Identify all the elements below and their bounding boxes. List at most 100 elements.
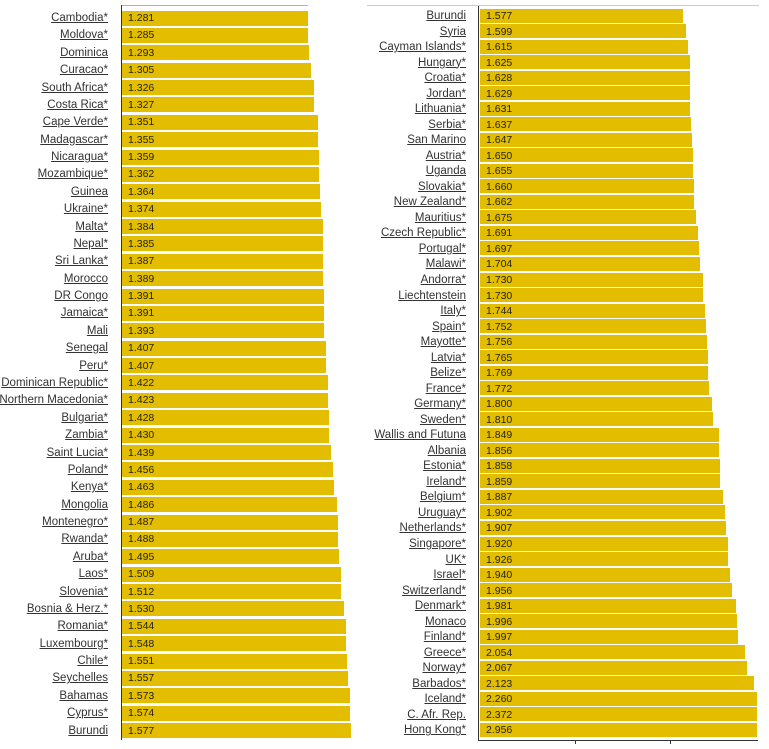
category-label[interactable]: Sri Lanka* [54,255,108,268]
category-label[interactable]: Mali [86,324,108,337]
category-label[interactable]: C. Afr. Rep. [407,708,466,721]
category-label[interactable]: Sweden* [419,413,466,426]
category-label[interactable]: New Zealand* [393,196,466,209]
category-label[interactable]: Jamaica* [60,307,108,320]
category-label[interactable]: Hungary* [418,56,466,69]
category-label[interactable]: Czech Republic* [380,227,466,240]
category-label[interactable]: DR Congo [54,290,108,303]
category-label[interactable]: Lithuania* [414,103,466,116]
category-label[interactable]: Norway* [422,662,466,675]
category-label[interactable]: Croatia* [424,72,466,85]
value-label: 1.772 [486,382,513,395]
category-label[interactable]: Senegal [65,342,108,355]
category-label[interactable]: Chile* [77,655,108,668]
category-label[interactable]: Kenya* [70,481,108,494]
category-label[interactable]: Wallis and Futuna [374,429,466,442]
category-label[interactable]: Cambodia* [51,12,108,24]
category-label[interactable]: Switzerland* [402,584,466,597]
category-label[interactable]: Singapore* [409,538,466,551]
category-label[interactable]: Curacao* [60,64,108,77]
category-label[interactable]: Mozambique* [37,168,108,181]
category-label[interactable]: Mayotte* [420,336,466,349]
category-label[interactable]: Saint Lucia* [46,446,108,459]
category-label[interactable]: Bulgaria* [61,411,108,424]
category-label[interactable]: Moldova* [60,29,108,42]
category-label[interactable]: Zambia* [65,429,108,442]
right-y-axis-line [478,6,479,740]
category-label[interactable]: Montenegro* [42,516,108,529]
category-label[interactable]: Northern Macedonia* [0,394,108,407]
category-label[interactable]: Dominica [60,46,108,59]
category-label[interactable]: Cayman Islands* [379,41,466,54]
category-label[interactable]: Belgium* [419,491,466,504]
category-label[interactable]: Italy* [440,305,466,318]
category-label[interactable]: Syria [439,25,466,38]
category-label[interactable]: Bahamas [59,689,108,702]
bar [122,497,338,513]
bar [122,201,322,217]
value-label: 1.486 [128,498,155,511]
category-label[interactable]: UK* [445,553,466,566]
category-label[interactable]: Finland* [423,631,466,644]
category-label[interactable]: Aruba* [72,550,108,563]
category-label[interactable]: Estonia* [423,460,466,473]
category-label[interactable]: Luxembourg* [39,637,108,650]
category-label[interactable]: Burundi [426,10,466,22]
category-label[interactable]: Belize* [430,367,466,380]
category-label[interactable]: Ireland* [426,475,466,488]
category-label[interactable]: Denmark* [414,600,466,613]
category-label[interactable]: Cape Verde* [42,116,108,129]
category-label[interactable]: Laos* [78,568,108,581]
category-label[interactable]: Cyprus* [67,707,108,720]
category-label[interactable]: Uruguay* [418,506,466,519]
category-label[interactable]: Spain* [432,320,466,333]
category-label[interactable]: Madagascar* [40,133,108,146]
category-label[interactable]: Barbados* [412,677,466,690]
category-label[interactable]: Guinea [70,185,108,198]
category-label[interactable]: San Marino [407,134,466,147]
category-label[interactable]: Liechtenstein [398,289,466,302]
category-label[interactable]: Romania* [57,620,109,633]
category-label[interactable]: Malta* [75,220,108,233]
category-label[interactable]: Rwanda* [61,533,108,546]
bar [480,303,705,318]
category-label[interactable]: Dominican Republic* [1,376,108,389]
category-label[interactable]: Andorra* [420,274,466,286]
category-label[interactable]: Malawi* [425,258,466,271]
bar [480,334,707,349]
category-label[interactable]: Poland* [67,463,108,476]
category-label[interactable]: Burundi [68,724,108,737]
category-label[interactable]: Ukraine* [63,203,108,216]
bar [480,86,691,101]
category-label[interactable]: Latvia* [430,351,466,364]
bar [480,148,693,163]
category-label[interactable]: Seychelles [52,672,108,685]
category-label[interactable]: Costa Rica* [47,98,108,111]
bar [480,55,690,70]
category-label[interactable]: France* [425,382,466,395]
category-label[interactable]: Slovenia* [59,585,108,598]
category-label[interactable]: Germany* [414,398,466,411]
bar [480,381,709,396]
category-label[interactable]: Albania [427,444,466,457]
category-label[interactable]: Uganda [425,165,466,178]
category-label[interactable]: Peru* [79,359,108,372]
category-label[interactable]: South Africa* [41,81,108,94]
category-label[interactable]: Netherlands* [399,522,466,535]
category-label[interactable]: Greece* [423,646,466,659]
category-label[interactable]: Slovakia* [418,180,466,193]
category-label[interactable]: Nicaragua* [51,151,108,164]
category-label[interactable]: Austria* [425,149,466,162]
category-label[interactable]: Israel* [433,569,466,582]
category-label[interactable]: Mongolia [61,498,108,511]
category-label[interactable]: Iceland* [424,693,466,706]
category-label[interactable]: Bosnia & Herz.* [26,602,108,615]
category-label[interactable]: Portugal* [418,242,466,255]
category-label[interactable]: Jordan* [426,87,466,100]
category-label[interactable]: Hong Kong* [403,724,466,737]
category-label[interactable]: Mauritius* [414,211,466,224]
category-label[interactable]: Nepal* [73,237,108,250]
category-label[interactable]: Monaco [425,615,466,628]
category-label[interactable]: Morocco [63,272,108,285]
category-label[interactable]: Serbia* [428,118,466,131]
